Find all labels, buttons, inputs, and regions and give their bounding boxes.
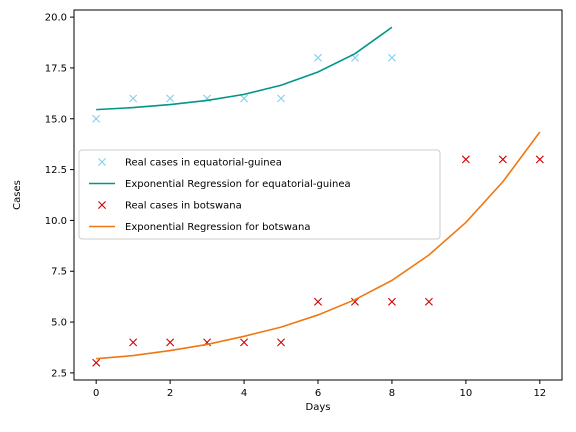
data-point [166,338,175,347]
data-point [387,53,396,62]
data-point [461,155,470,164]
series-1 [96,26,393,111]
legend-label: Real cases in botswana [125,201,242,212]
data-point [387,297,396,306]
y-tick-label: 15.0 [45,114,67,125]
y-tick-label: 12.5 [45,165,67,176]
data-point [424,297,433,306]
data-point [92,114,101,123]
legend-label: Exponential Regression for equatorial-gu… [125,179,351,190]
x-tick-label: 12 [533,388,546,399]
data-point [314,297,322,306]
legend-marker-swatch [98,158,106,166]
y-axis-label: Cases [12,180,23,210]
legend-item: Real cases in botswana [98,201,242,212]
regression-line [96,131,541,360]
series-3 [96,131,541,360]
data-point [129,338,138,347]
x-tick-label: 6 [315,388,321,399]
x-tick-label: 4 [241,388,247,399]
data-point [277,338,286,347]
x-tick-label: 10 [460,388,473,399]
legend-label: Real cases in equatorial-guinea [125,158,282,169]
legend-item: Real cases in equatorial-guinea [98,158,282,169]
legend-item: Exponential Regression for botswana [89,222,311,233]
data-point [498,155,507,164]
y-tick-label: 7.5 [51,267,67,278]
y-tick-label: 17.5 [45,63,67,74]
y-tick-label: 20.0 [45,13,67,24]
legend: Real cases in equatorial-guinea Exponenti… [78,149,441,240]
data-point [314,53,322,62]
data-point [92,358,101,367]
x-tick-label: 2 [167,388,173,399]
data-point [129,94,138,103]
series-0 [92,53,396,123]
y-tick-label: 2.5 [51,368,67,379]
y-tick-label: 5.0 [51,318,67,329]
regression-line [96,26,393,111]
data-point [240,94,249,103]
legend-label: Exponential Regression for botswana [125,222,311,233]
legend-marker-swatch [98,201,106,209]
data-point [166,94,175,103]
x-tick-label: 8 [389,388,395,399]
data-point [277,94,286,103]
y-tick-label: 10.0 [45,216,67,227]
x-axis-label: Days [306,402,331,413]
legend-item: Exponential Regression for equatorial-gu… [89,179,351,190]
data-point [240,338,249,347]
legend-box [78,149,441,240]
x-tick-label: 0 [93,388,99,399]
data-point [535,155,544,164]
